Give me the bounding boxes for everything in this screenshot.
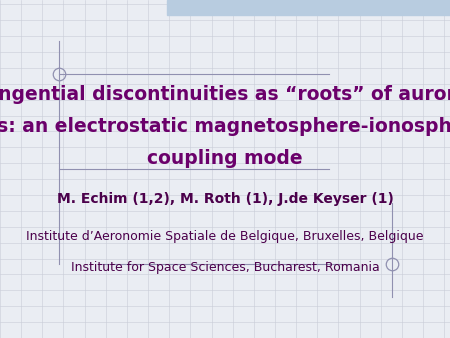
Text: arcs: an electrostatic magnetosphere-ionosphere: arcs: an electrostatic magnetosphere-ion… <box>0 117 450 136</box>
Text: Institute d’Aeronomie Spatiale de Belgique, Bruxelles, Belgique: Institute d’Aeronomie Spatiale de Belgiq… <box>26 230 424 243</box>
Text: M. Echim (1,2), M. Roth (1), J.de Keyser (1): M. Echim (1,2), M. Roth (1), J.de Keyser… <box>57 192 393 207</box>
Text: Tangential discontinuities as “roots” of auroral: Tangential discontinuities as “roots” of… <box>0 85 450 104</box>
Bar <box>166 0 450 15</box>
Text: coupling mode: coupling mode <box>147 149 303 168</box>
Text: Institute for Space Sciences, Bucharest, Romania: Institute for Space Sciences, Bucharest,… <box>71 261 379 273</box>
